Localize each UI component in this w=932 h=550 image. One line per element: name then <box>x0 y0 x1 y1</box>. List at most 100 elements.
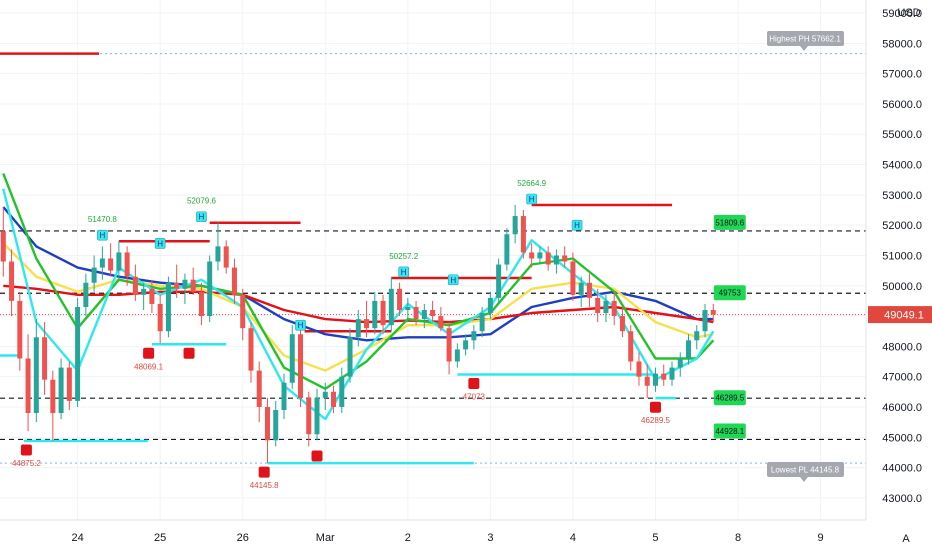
pivot-low-label: 44875.2 <box>12 459 41 468</box>
candle-body <box>264 406 270 441</box>
candle-body <box>438 316 444 329</box>
price-tick-label: 46000.0 <box>882 402 922 414</box>
pivot-high-marker-letter: H <box>99 231 105 240</box>
pivot-high-marker-letter: H <box>298 321 304 330</box>
grid <box>0 0 866 520</box>
candle-body <box>42 337 48 380</box>
pivot-high-marker-letter: H <box>450 276 456 285</box>
candle-body <box>190 279 196 292</box>
pivot-high-marker <box>97 229 108 241</box>
candle-body <box>553 255 559 265</box>
candle-body <box>578 282 584 295</box>
date-tick-label: 9 <box>818 532 824 544</box>
green-level-tag-text: 51809.6 <box>715 218 744 227</box>
price-tick-label: 44000.0 <box>882 463 922 475</box>
pivot-high-marker <box>447 274 459 286</box>
price-tick-label: 52000.0 <box>882 220 922 232</box>
candle-body <box>586 282 592 298</box>
candle-body <box>132 276 138 295</box>
price-tick-label: 50000.0 <box>882 281 922 293</box>
candle-body <box>273 410 279 441</box>
candle-body <box>496 264 502 298</box>
candle-body <box>487 297 493 314</box>
candle-body <box>347 337 353 377</box>
candle-body <box>75 306 81 401</box>
candle-body <box>669 367 675 380</box>
price-tick-label: 43000.0 <box>882 493 922 505</box>
highest-ph-tag-bg <box>767 31 844 46</box>
candle-body <box>91 267 97 283</box>
candle-body <box>58 367 64 414</box>
green-level-tags: 51809.6 49753 46289.5 44928.1 <box>713 214 746 439</box>
pivot-high-marker-letter: H <box>199 213 205 222</box>
date-tick-label: Mar <box>316 532 335 544</box>
date-tick-label: 2 <box>405 532 411 544</box>
candle-body <box>83 282 89 307</box>
candle-body <box>570 261 576 295</box>
price-tick-label: 58000.0 <box>882 38 922 50</box>
date-tick-label: 26 <box>237 532 249 544</box>
candle-body <box>322 391 328 398</box>
date-tick-label: 4 <box>570 532 576 544</box>
candle-body <box>364 319 370 329</box>
candle-body <box>677 358 683 368</box>
candle-body <box>628 331 634 362</box>
pivot-low-marker <box>311 450 323 462</box>
candle-body <box>520 216 526 253</box>
candle-body <box>661 373 667 380</box>
candle-body <box>372 300 378 329</box>
auto-scale-button[interactable]: A <box>902 533 910 545</box>
candle-body <box>50 379 56 414</box>
candle-body <box>0 231 6 262</box>
time-axis-background <box>0 520 932 550</box>
pivot-low-label: 48069.1 <box>134 362 163 371</box>
pivot-high-marker-letter: H <box>529 195 535 204</box>
lowest-pl-tag: Lowest PL 44145.8 <box>767 462 844 482</box>
lowest-pl-tag-text: Lowest PL 44145.8 <box>771 466 840 475</box>
candle-body <box>240 294 246 329</box>
candle-body <box>545 252 551 265</box>
moving-averages <box>2 173 715 421</box>
candle-body <box>248 328 254 371</box>
date-ticks: 24 25 26 Mar 2 3 4 5 8 9 <box>71 532 823 544</box>
price-tick-label: 54000.0 <box>882 160 922 172</box>
candle-body <box>314 397 320 435</box>
moving-average-line <box>2 173 715 390</box>
pivot-high-label: 52664.9 <box>517 179 546 188</box>
pivot-high-marker <box>154 238 166 249</box>
highest-ph-tag-arrow <box>800 46 808 51</box>
candle-body <box>116 252 122 271</box>
green-level-tag-bg <box>713 423 746 439</box>
candle-body <box>619 316 625 332</box>
date-tick-label: 8 <box>735 532 741 544</box>
candle-body <box>17 300 23 359</box>
candle-body <box>66 367 72 401</box>
candle-body <box>380 300 386 326</box>
price-tick-label: 59000.0 <box>882 8 922 20</box>
green-level-tag-bg <box>713 390 746 406</box>
price-axis-background <box>866 0 932 520</box>
green-level-tag-text: 44928.1 <box>715 427 744 436</box>
pivot-high-label: 52079.6 <box>187 197 216 206</box>
current-price-tag-text: 49049.1 <box>884 310 924 322</box>
candle-body <box>215 246 221 262</box>
candle-body <box>355 319 361 338</box>
current-price-tag-bg <box>868 306 932 324</box>
price-tags: Highest PH 57662.1 Lowest PL 44145.8 518… <box>713 31 932 482</box>
price-tick-label: 53000.0 <box>882 190 922 202</box>
highest-ph-tag: Highest PH 57662.1 <box>767 31 844 51</box>
date-tick-label: 3 <box>487 532 493 544</box>
candle-body <box>644 376 650 386</box>
candle-body <box>99 258 105 268</box>
candle-body <box>611 300 617 317</box>
candle-body <box>124 252 130 277</box>
candle-body <box>388 288 394 326</box>
candle-body <box>537 252 543 259</box>
green-level-tag-text: 49753 <box>719 289 742 298</box>
green-level-tag-bg <box>713 285 746 301</box>
price-tick-label: 57000.0 <box>882 69 922 81</box>
candle-body <box>149 288 155 304</box>
candle-body <box>702 310 708 332</box>
